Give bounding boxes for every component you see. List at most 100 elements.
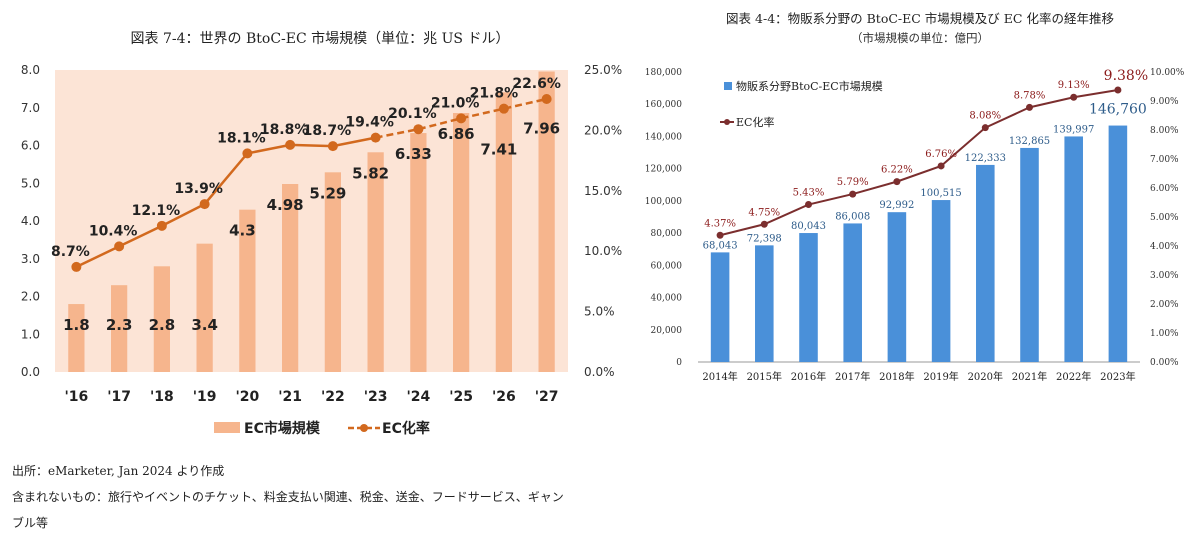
y2-tick-label: 2.00% (1150, 300, 1179, 310)
x-tick-label: 2020年 (968, 370, 1003, 383)
rate-point (981, 124, 989, 132)
rate-point (1114, 86, 1122, 94)
rate-data-label: 12.1% (132, 203, 181, 219)
y-tick-label: 40,000 (651, 294, 683, 304)
rate-point (849, 190, 857, 198)
rate-data-label: 22.6% (512, 76, 561, 92)
y2-tick-label: 4.00% (1150, 242, 1179, 252)
y2-tick-label: 10.00% (1150, 68, 1185, 78)
rate-point (1070, 93, 1078, 101)
x-tick-label: 2023年 (1100, 370, 1135, 383)
y-tick-label: 0 (676, 358, 682, 368)
rate-point (413, 124, 424, 135)
domestic-ec-chart-panel: 図表 4-4：物販系分野の BtoC-EC 市場規模及び EC 化率の経年推移 … (640, 0, 1200, 400)
bar (282, 184, 299, 372)
rate-data-label: 18.1% (217, 130, 266, 146)
rate-data-label: 19.4% (345, 115, 394, 131)
x-tick-label: 2022年 (1056, 370, 1091, 383)
x-tick-label: '25 (449, 389, 473, 405)
x-tick-label: '21 (278, 389, 302, 405)
bar-data-label: 5.29 (309, 184, 346, 202)
y-tick-label: 6.0 (21, 139, 40, 153)
bar (931, 200, 951, 362)
x-tick-label: 2017年 (835, 370, 870, 383)
y-tick-label: 100,000 (645, 197, 682, 207)
bar (367, 152, 384, 372)
rate-point (937, 162, 945, 170)
bar-data-label: 5.82 (352, 164, 389, 182)
domestic-ec-chart: 0 20,000 40,000 60,000 80,000 100,000 120,000 1… (645, 68, 1185, 383)
exclusion-note: 含まれないもの：旅行やイベントのチケット、料金支払い関連、税金、送金、フードサー… (12, 490, 564, 504)
rate-line-forecast (375, 97, 547, 139)
rate-point (370, 132, 381, 143)
bar-data-label: 4.3 (229, 222, 256, 240)
rate-data-label: 18.7% (303, 123, 352, 139)
legend-bar-label: EC市場規模 (244, 420, 321, 437)
bar (887, 212, 907, 362)
legend-line-label: EC化率 (736, 115, 774, 129)
y2-tick-label: 8.00% (1150, 126, 1179, 136)
rate-data-label: 13.9% (174, 181, 223, 197)
y-tick-label: 60,000 (651, 261, 683, 271)
rate-data-label: 8.78% (1014, 90, 1046, 101)
y2-tick-label: 5.00% (1150, 213, 1179, 223)
legend-line-marker (360, 424, 368, 432)
rate-point (760, 220, 768, 228)
bar-data-label: 2.8 (149, 316, 176, 334)
bar (495, 92, 512, 373)
y-tick-label: 4.0 (21, 214, 40, 228)
bar-data-label: 72,398 (747, 233, 782, 244)
y2-tick-label: 7.00% (1150, 155, 1179, 165)
x-tick-label: '20 (235, 389, 259, 405)
bar-data-label: 2.3 (106, 316, 133, 334)
bar-data-label: 6.33 (395, 145, 432, 163)
bar (239, 209, 256, 372)
rate-data-label: 5.79% (837, 177, 869, 188)
rate-point (327, 141, 338, 152)
chart-notes: 出所：eMarketer, Jan 2024 より作成 含まれないもの：旅行やイ… (12, 458, 564, 536)
bar-data-label: 146,760 (1089, 102, 1147, 118)
bar (111, 285, 128, 372)
bar-data-label: 4.98 (267, 196, 304, 214)
x-tick-label: '26 (492, 389, 516, 405)
bar-data-label: 68,043 (703, 240, 738, 251)
bar-data-label: 7.41 (480, 140, 517, 158)
rate-point (541, 93, 552, 104)
bar-data-label: 139,997 (1053, 124, 1094, 135)
rate-data-label: 20.1% (388, 106, 437, 122)
x-tick-label: 2021年 (1012, 370, 1047, 383)
source-note: 出所：eMarketer, Jan 2024 より作成 (12, 464, 225, 478)
y-tick-label: 3.0 (21, 252, 40, 266)
rate-data-label: 8.08% (969, 111, 1001, 122)
rate-point (456, 113, 467, 124)
y2-tick-label: 5.0% (584, 305, 615, 319)
bar (538, 71, 555, 372)
bar (1064, 136, 1083, 362)
y-tick-label: 7.0 (21, 101, 40, 115)
rate-line (719, 88, 1119, 237)
x-tick-label: 2016年 (791, 370, 826, 383)
chart-title: 図表 4-4：物販系分野の BtoC-EC 市場規模及び EC 化率の経年推移 (726, 11, 1114, 26)
plot-area (55, 70, 568, 372)
bar-data-label: 80,043 (791, 221, 826, 232)
exclusion-note-cont: ブル等 (12, 516, 49, 530)
bar (755, 245, 774, 362)
y2-tick-label: 3.00% (1150, 271, 1179, 281)
bar (196, 243, 213, 372)
bar (843, 223, 862, 362)
x-tick-label: '18 (150, 389, 174, 405)
bar-data-label: 86,008 (835, 211, 870, 222)
y2-tick-label: 20.0% (584, 123, 622, 137)
rate-data-label: 18.8% (260, 122, 309, 138)
x-tick-label: '27 (535, 389, 559, 405)
x-tick-label: 2019年 (923, 370, 958, 383)
rate-point (114, 241, 125, 252)
x-tick-label: '22 (321, 389, 345, 405)
legend-bar-swatch (214, 422, 240, 433)
y-tick-label: 160,000 (645, 100, 682, 110)
y-tick-label: 180,000 (645, 68, 682, 78)
rate-data-label: 10.4% (89, 223, 138, 239)
rate-point (285, 139, 296, 150)
x-tick-label: '17 (107, 389, 131, 405)
bar (799, 233, 818, 362)
